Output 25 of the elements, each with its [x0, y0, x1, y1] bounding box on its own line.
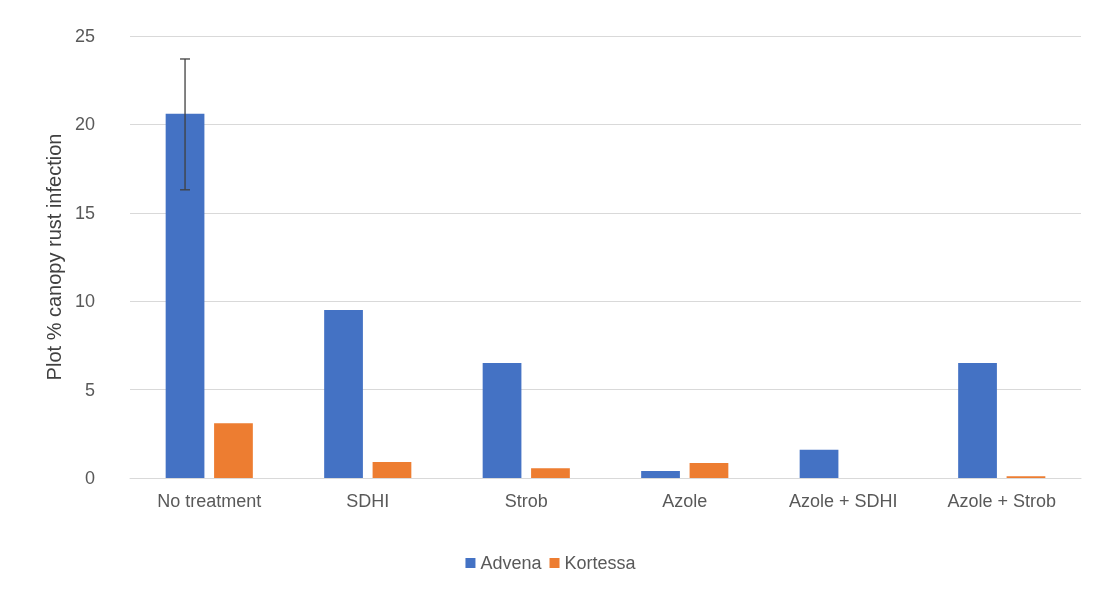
bar [324, 310, 363, 478]
legend-label: Advena [480, 553, 543, 573]
y-tick-label: 15 [74, 202, 95, 223]
x-tick-label: No treatment [157, 491, 262, 511]
y-tick-label: 0 [84, 468, 95, 488]
bar [214, 423, 253, 478]
bar [482, 363, 522, 478]
y-tick-label: 20 [74, 114, 95, 135]
bar [165, 113, 205, 478]
y-tick-label: 5 [84, 379, 95, 400]
bar [531, 468, 570, 478]
bar [958, 363, 997, 478]
bar [799, 449, 839, 478]
x-tick-label: Azole + SDHI [788, 491, 898, 511]
bar [689, 462, 729, 478]
y-tick-label: 25 [74, 26, 95, 46]
x-tick-label: Azole [662, 491, 708, 511]
bar [641, 470, 680, 478]
bar [372, 462, 412, 478]
x-tick-label: Azole + Strob [947, 491, 1057, 511]
legend-label: Kortessa [564, 553, 637, 573]
y-axis-title: Plot % canopy rust infection [43, 133, 66, 381]
x-tick-label: Strob [504, 491, 548, 511]
y-tick-label: 10 [74, 291, 95, 312]
x-tick-label: SDHI [346, 491, 390, 511]
